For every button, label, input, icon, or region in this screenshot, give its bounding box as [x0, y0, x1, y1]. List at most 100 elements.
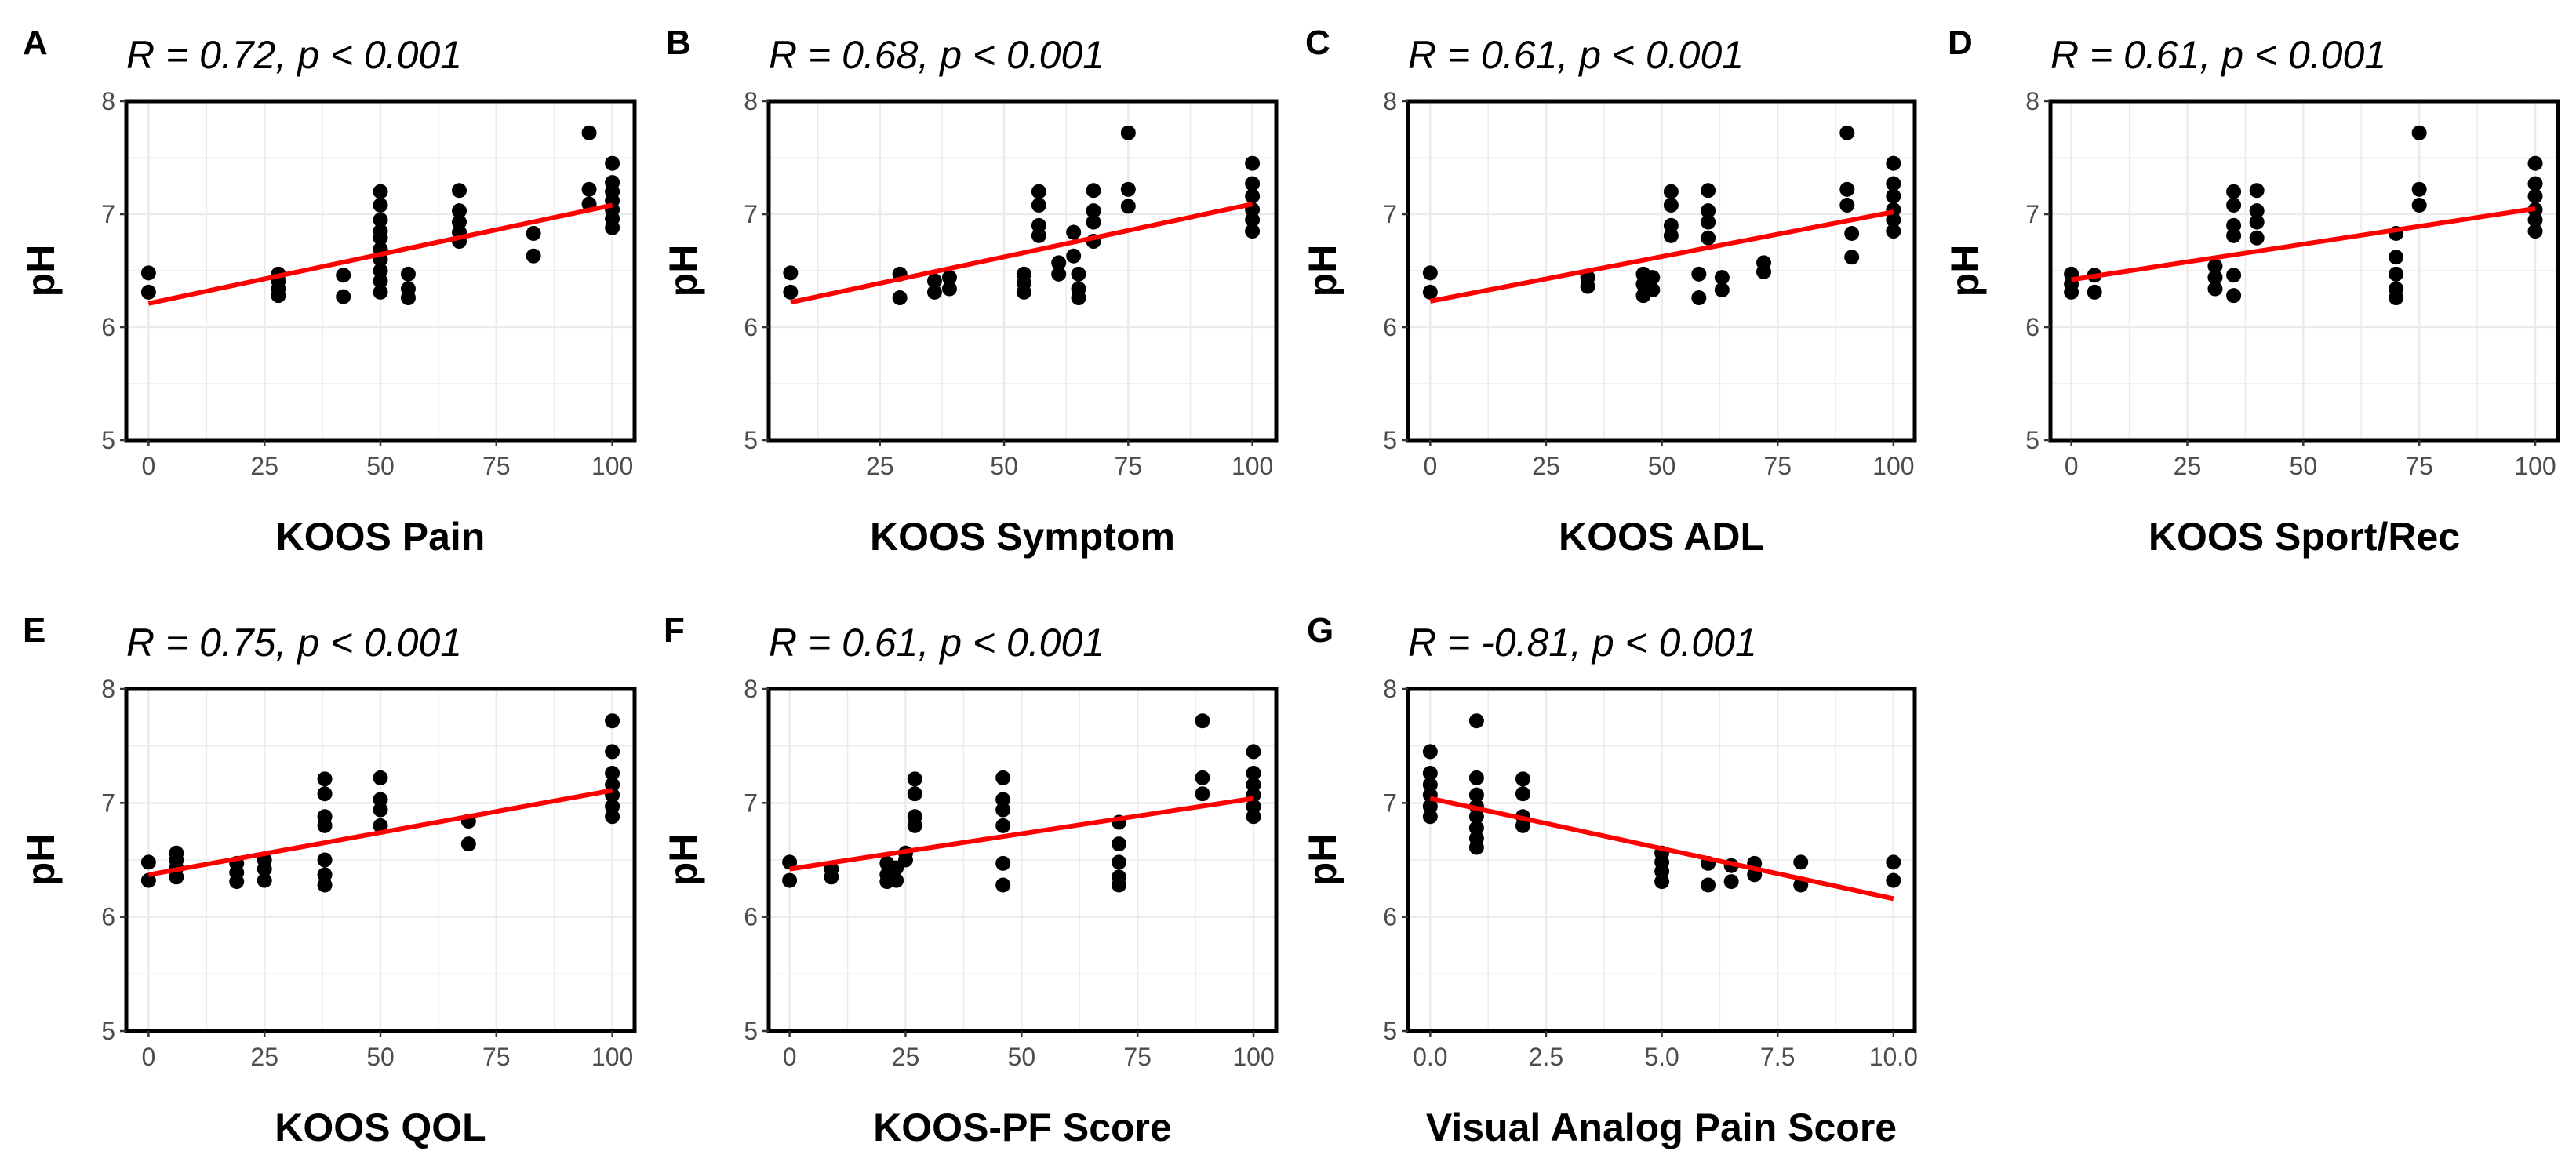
x-tick-label: 5.0 — [1644, 1043, 1679, 1071]
data-point — [897, 852, 913, 868]
data-point — [373, 184, 388, 199]
panel-d: 5 6 7 8 0 25 50 75 100 R = 0.61, p < 0.001 D KOOS S… — [1943, 24, 2560, 559]
data-point — [2411, 125, 2427, 140]
data-point — [1645, 270, 1661, 286]
x-tick-label: 25 — [866, 452, 894, 480]
y-tick-label: 8 — [744, 675, 758, 703]
data-point — [1793, 854, 1809, 870]
panel-letter: A — [23, 24, 48, 62]
data-point — [605, 155, 620, 171]
data-point — [1112, 877, 1127, 893]
data-point — [2527, 224, 2543, 239]
y-axis-title: pH — [19, 834, 63, 887]
data-point — [1886, 872, 1901, 888]
x-tick-label: 7.5 — [1760, 1043, 1795, 1071]
data-point — [1031, 184, 1046, 199]
data-point — [907, 771, 922, 787]
data-point — [1246, 809, 1261, 825]
x-tick-label: 0 — [2065, 452, 2079, 480]
y-tick-label: 7 — [744, 789, 758, 817]
y-axis-title: pH — [1301, 245, 1344, 297]
data-point — [1086, 203, 1101, 219]
data-point — [1580, 279, 1595, 294]
data-point — [1422, 799, 1438, 814]
panel-title: R = 0.61, p < 0.001 — [2050, 33, 2386, 77]
data-point — [317, 818, 333, 833]
data-point — [1663, 197, 1679, 213]
data-point — [2389, 266, 2404, 282]
data-point — [1468, 820, 1484, 836]
data-point — [169, 869, 184, 885]
data-point — [1515, 771, 1530, 787]
data-point — [1886, 155, 1901, 171]
data-point — [1120, 125, 1136, 140]
data-point — [1051, 255, 1067, 271]
x-tick-label: 50 — [366, 452, 395, 480]
data-point — [140, 872, 156, 888]
data-point — [1246, 777, 1261, 792]
data-point — [1066, 224, 1082, 240]
regression-line — [790, 202, 1253, 305]
panel-letter: C — [1305, 24, 1330, 62]
data-point — [1468, 809, 1484, 825]
y-tick-label: 5 — [2025, 426, 2039, 454]
x-tick-label: 10.0 — [1869, 1043, 1918, 1071]
data-point — [995, 770, 1011, 785]
data-point — [1051, 266, 1067, 282]
x-axis-title: KOOS Symptom — [870, 515, 1175, 559]
data-point — [782, 854, 798, 870]
data-point — [1468, 840, 1484, 855]
data-point — [2411, 181, 2427, 197]
data-point — [1723, 874, 1739, 890]
data-point — [1422, 265, 1438, 281]
data-point — [2527, 188, 2543, 204]
y-tick-label: 8 — [1383, 675, 1397, 703]
data-point — [271, 288, 286, 304]
y-tick-label: 8 — [1383, 87, 1397, 115]
data-point — [2226, 228, 2242, 243]
data-point — [941, 270, 957, 286]
data-point — [605, 713, 620, 729]
data-point — [2527, 155, 2543, 171]
data-point — [1031, 228, 1046, 243]
data-point — [373, 230, 388, 246]
data-point — [317, 867, 333, 883]
y-axis-title: pH — [1301, 834, 1344, 887]
y-tick-label: 6 — [744, 313, 758, 341]
data-point — [995, 855, 1011, 871]
regression-line — [147, 788, 613, 877]
data-point — [605, 220, 620, 235]
data-point — [257, 862, 272, 877]
x-tick-label: 75 — [1763, 452, 1792, 480]
data-point — [1468, 713, 1484, 729]
y-tick-label: 5 — [744, 426, 758, 454]
x-tick-label: 50 — [1648, 452, 1676, 480]
data-point — [373, 770, 388, 785]
data-point — [1691, 290, 1707, 306]
y-tick-label: 5 — [1383, 426, 1397, 454]
x-tick-label: 50 — [2290, 452, 2318, 480]
regression-line — [789, 796, 1254, 872]
data-point — [1654, 874, 1670, 890]
x-tick-label: 25 — [1532, 452, 1560, 480]
data-point — [317, 852, 333, 868]
regression-line — [1429, 796, 1894, 902]
data-point — [605, 777, 620, 792]
data-point — [605, 809, 620, 825]
data-point — [336, 289, 351, 304]
data-point — [1886, 176, 1901, 191]
data-point — [1839, 125, 1855, 140]
data-point — [373, 273, 388, 289]
y-tick-label: 7 — [101, 200, 115, 228]
data-point — [2389, 250, 2404, 265]
regression-line — [147, 202, 613, 306]
data-point — [892, 290, 908, 306]
data-point — [1886, 224, 1901, 239]
data-point — [1120, 199, 1136, 214]
x-tick-label: 75 — [1115, 452, 1143, 480]
y-tick-label: 5 — [101, 426, 115, 454]
data-point — [1701, 877, 1716, 893]
data-point — [1701, 183, 1716, 199]
x-tick-label: 100 — [1232, 1043, 1274, 1071]
data-point — [1515, 818, 1530, 833]
